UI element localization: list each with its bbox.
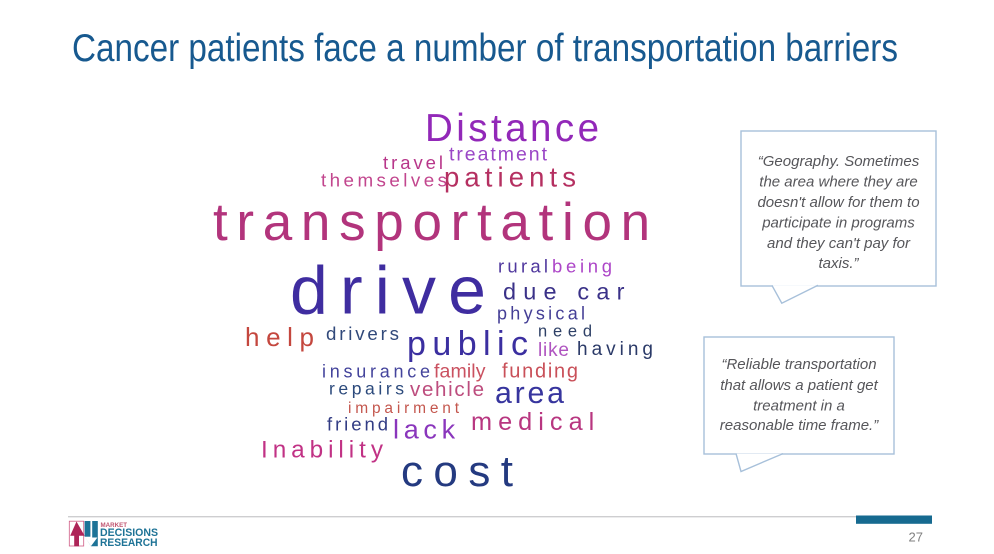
svg-text:the area where they are: the area where they are — [759, 174, 917, 191]
svg-text:impairment: impairment — [348, 400, 460, 417]
svg-text:medical: medical — [471, 408, 594, 436]
svg-text:being: being — [552, 255, 612, 276]
svg-text:RESEARCH: RESEARCH — [100, 537, 158, 549]
svg-text:transportation: transportation — [213, 193, 650, 252]
svg-text:Cancer patients face a number: Cancer patients face a number of transpo… — [72, 27, 898, 70]
svg-text:patients: patients — [444, 161, 576, 192]
svg-text:DECISIONS: DECISIONS — [100, 527, 158, 539]
svg-text:cost: cost — [401, 447, 513, 496]
svg-text:drive: drive — [290, 253, 486, 329]
svg-text:MARKET: MARKET — [101, 522, 128, 529]
svg-text:area: area — [495, 377, 564, 410]
svg-text:help: help — [245, 322, 314, 352]
svg-text:Inability: Inability — [261, 437, 384, 464]
svg-text:“Geography. Sometimes: “Geography. Sometimes — [758, 153, 920, 170]
svg-text:family: family — [434, 361, 486, 383]
svg-text:having: having — [577, 339, 653, 360]
svg-text:and they can't pay for: and they can't pay for — [767, 235, 911, 252]
svg-text:reasonable time frame.”: reasonable time frame.” — [720, 417, 879, 434]
svg-text:drivers: drivers — [326, 323, 399, 344]
svg-text:themselves: themselves — [321, 170, 447, 191]
svg-text:treatment in a: treatment in a — [753, 397, 845, 414]
svg-text:need: need — [538, 323, 592, 341]
svg-text:due car: due car — [503, 279, 625, 305]
svg-text:doesn't allow for them to: doesn't allow for them to — [757, 194, 919, 211]
svg-text:participate in programs: participate in programs — [761, 215, 915, 232]
svg-text:treatment: treatment — [449, 144, 548, 166]
svg-text:“Reliable transportation: “Reliable transportation — [721, 356, 876, 373]
svg-text:rural: rural — [498, 255, 548, 276]
svg-text:taxis.”: taxis.” — [818, 255, 859, 272]
svg-text:public: public — [407, 325, 528, 363]
svg-text:friend: friend — [327, 413, 388, 434]
svg-text:that allows a patient get: that allows a patient get — [720, 377, 878, 394]
svg-text:lack: lack — [393, 415, 456, 445]
svg-text:physical: physical — [497, 303, 585, 323]
svg-text:repairs: repairs — [329, 379, 404, 399]
svg-text:27: 27 — [909, 530, 923, 545]
svg-text:like: like — [538, 340, 569, 361]
